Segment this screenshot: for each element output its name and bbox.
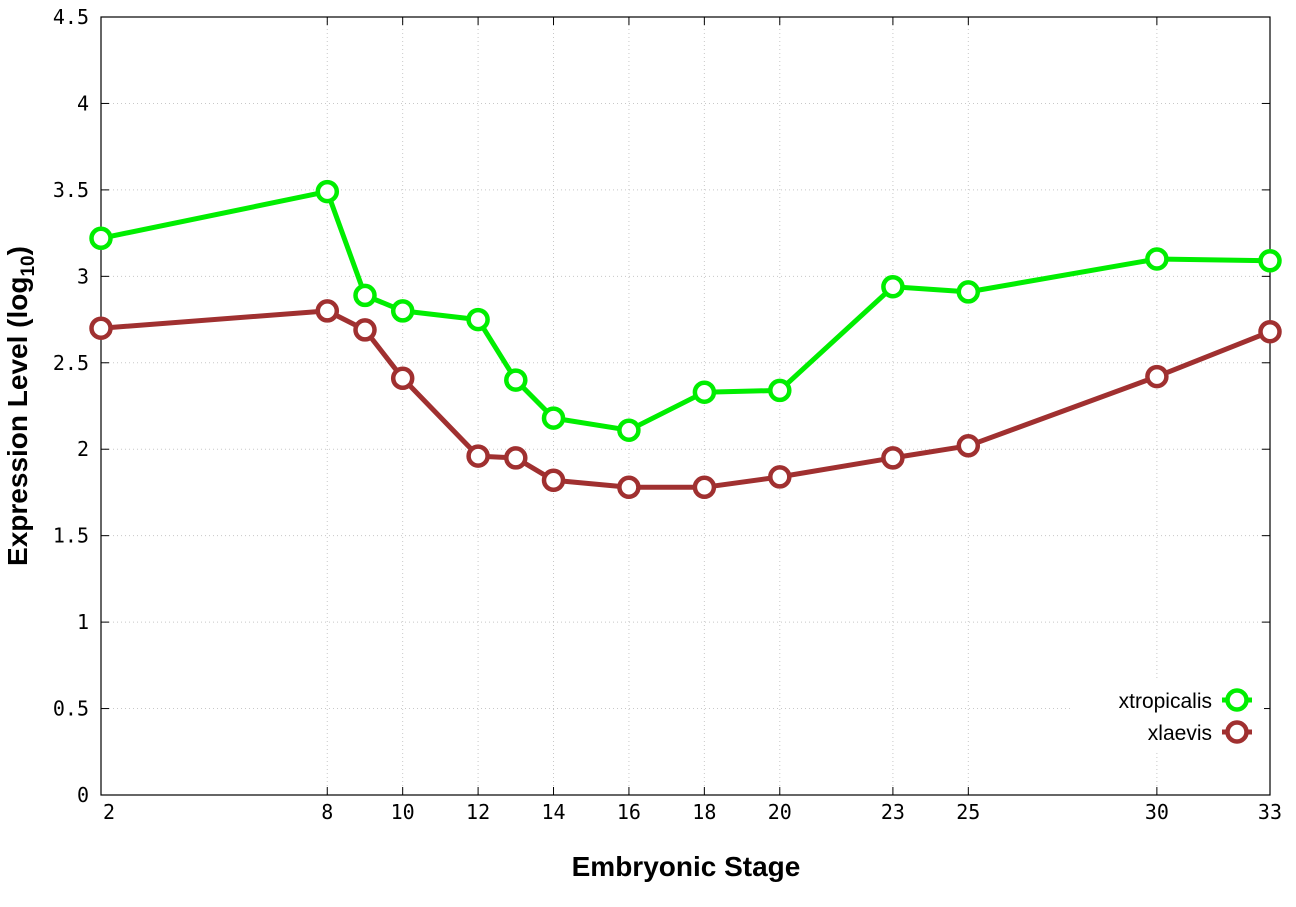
x-tick-label: 30: [1145, 800, 1169, 824]
data-point-xlaevis: [1258, 319, 1282, 344]
y-tick-label: 2.5: [53, 351, 89, 375]
series-line-xtropicalis: [98, 189, 1273, 433]
y-tick-label: 1.5: [53, 524, 89, 548]
x-tick-label: 12: [466, 800, 490, 824]
x-tick-label: 2: [103, 800, 115, 824]
data-point-xtropicalis: [881, 274, 905, 299]
data-point-xtropicalis: [541, 406, 566, 430]
data-point-xtropicalis: [466, 307, 490, 332]
data-point-xtropicalis: [504, 368, 528, 392]
data-point-xlaevis: [768, 465, 792, 489]
data-point-xlaevis: [881, 446, 905, 470]
x-tick-label: 33: [1258, 800, 1282, 824]
series-lines: [89, 179, 1282, 500]
data-point-xtropicalis: [617, 418, 641, 442]
y-axis-title-main: Expression Level (log: [2, 277, 33, 566]
x-tick-label: 18: [692, 800, 716, 824]
y-tick-label: 1: [77, 610, 89, 634]
data-point-xlaevis: [315, 299, 340, 323]
y-tick-label: 0: [77, 783, 89, 807]
data-point-xtropicalis: [89, 226, 113, 251]
y-axis-title-subscript: 10: [18, 255, 39, 276]
data-point-xlaevis: [617, 475, 641, 500]
legend: xtropicalis xlaevis: [1072, 680, 1264, 750]
x-tick-label: 23: [881, 800, 905, 824]
plot-frame: [100, 16, 1271, 796]
x-tick-label: 10: [391, 800, 415, 824]
data-point-xlaevis: [353, 318, 377, 342]
y-tick-label: 4: [77, 91, 89, 115]
data-point-xlaevis: [466, 444, 490, 468]
data-point-xlaevis: [692, 475, 717, 500]
x-tick-label: 8: [321, 800, 333, 824]
data-point-xlaevis: [541, 468, 566, 493]
y-tick-label: 0.5: [53, 697, 89, 721]
x-axis-title: Embryonic Stage: [572, 851, 801, 882]
axis-ticks: [100, 16, 1271, 796]
data-point-xtropicalis: [353, 283, 377, 308]
data-point-xlaevis: [956, 434, 981, 458]
axis-tick-labels: 0 0.5 1 1.5 2 2.5 3 3.5 4 4.5 2 8 10 12 14 16 18 20 23 25 30…: [53, 5, 1282, 824]
y-axis-title: Expression Level (log10): [2, 246, 39, 566]
data-point-xtropicalis: [692, 380, 717, 404]
x-tick-label: 25: [956, 800, 980, 824]
data-point-xtropicalis: [315, 179, 340, 204]
data-point-xtropicalis: [1145, 247, 1169, 271]
data-point-xlaevis: [1145, 364, 1169, 389]
x-tick-label: 20: [768, 800, 792, 824]
legend-label-xlaevis: xlaevis: [1148, 722, 1212, 745]
legend-label-xtropicalis: xtropicalis: [1119, 690, 1212, 713]
data-point-xlaevis: [504, 446, 528, 470]
data-point-xtropicalis: [1258, 249, 1282, 273]
y-tick-label: 3: [77, 264, 89, 288]
x-tick-label: 14: [541, 800, 565, 824]
x-tick-label: 16: [617, 800, 641, 824]
y-axis-title-close: ): [2, 246, 33, 255]
data-point-xtropicalis: [768, 378, 792, 403]
y-tick-label: 3.5: [53, 178, 89, 202]
gridlines: [101, 17, 1270, 795]
legend-marker-xtropicalis: [1225, 688, 1249, 712]
data-point-xtropicalis: [956, 280, 981, 304]
data-point-xtropicalis: [390, 299, 415, 323]
data-point-xlaevis: [89, 316, 113, 340]
legend-marker-xlaevis: [1225, 720, 1249, 744]
y-tick-label: 4.5: [53, 5, 89, 29]
y-tick-label: 2: [77, 437, 89, 461]
data-point-xlaevis: [390, 366, 415, 391]
